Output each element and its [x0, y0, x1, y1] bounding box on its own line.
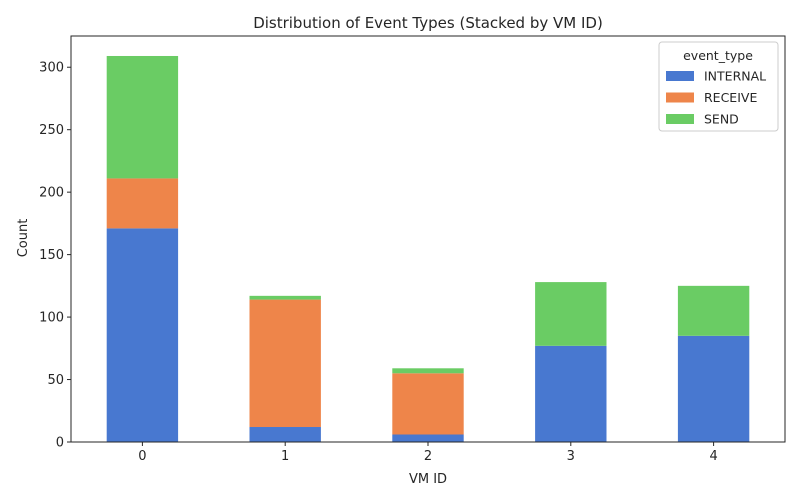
y-tick-label: 150: [39, 248, 64, 263]
legend-swatch-receive: [666, 92, 694, 103]
legend-label-send: SEND: [704, 112, 739, 127]
bar-send-vm-2: [392, 368, 464, 374]
x-tick-label: 1: [281, 449, 289, 464]
axes: 0 50 100 150 200 250 300 0 1 2 3 4: [39, 35, 786, 464]
bar-send-vm-3: [535, 282, 607, 346]
bar-internal-vm-0: [106, 228, 179, 442]
bar-receive-vm-2: [392, 373, 464, 435]
y-tick-label: 250: [39, 123, 64, 138]
x-tick-label: 4: [709, 449, 717, 464]
bar-send-vm-4: [677, 285, 750, 336]
legend-title: event_type: [683, 48, 753, 63]
x-tick-label: 0: [138, 449, 146, 464]
bar-send-vm-1: [249, 295, 321, 300]
legend-label-receive: RECEIVE: [704, 90, 757, 105]
y-axis-label: Count: [16, 219, 31, 258]
bar-internal-vm-4: [677, 335, 750, 442]
legend-items: INTERNAL RECEIVE SEND: [666, 69, 766, 127]
bar-receive-vm-0: [106, 178, 179, 229]
legend-swatch-internal: [666, 71, 694, 81]
plot-area: [106, 55, 750, 442]
y-tick-label: 0: [56, 436, 64, 451]
bar-internal-vm-1: [249, 427, 321, 442]
bar-receive-vm-1: [249, 299, 321, 428]
y-tick-label: 300: [39, 61, 64, 76]
y-tick-label: 100: [39, 311, 64, 326]
bar-internal-vm-3: [535, 345, 607, 442]
x-tick-label: 3: [567, 449, 575, 464]
bar-internal-vm-2: [392, 434, 464, 442]
legend-frame: [658, 41, 779, 132]
legend: event_type INTERNAL RECEIVE SEND: [658, 41, 779, 132]
y-tick-label: 200: [39, 186, 64, 201]
chart-title: Distribution of Event Types (Stacked by …: [253, 14, 603, 32]
legend-label-internal: INTERNAL: [704, 69, 766, 84]
x-axis-label: VM ID: [409, 472, 447, 487]
y-tick-label: 50: [47, 373, 64, 388]
legend-swatch-send: [666, 114, 694, 124]
x-tick-label: 2: [424, 449, 432, 464]
bar-send-vm-0: [106, 55, 179, 179]
